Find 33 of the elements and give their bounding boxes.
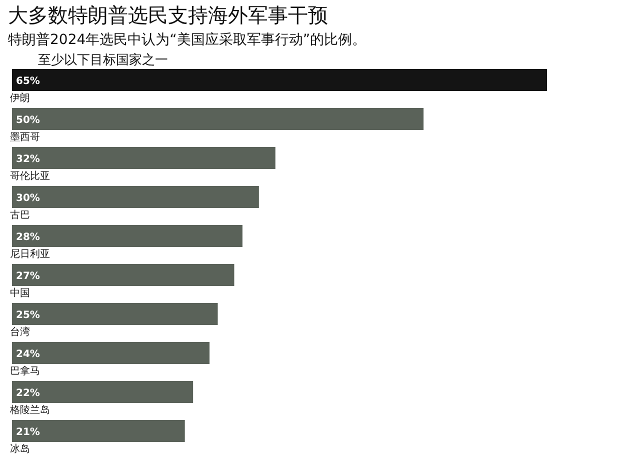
- data-label: 65%: [16, 76, 40, 87]
- bar: [12, 147, 276, 169]
- data-label: 28%: [16, 232, 40, 243]
- text: 至少以下目标国家之一: [38, 52, 168, 68]
- bar: [12, 342, 210, 364]
- bar: [12, 303, 218, 325]
- data-label: 32%: [16, 154, 40, 165]
- data-label: 25%: [16, 310, 40, 321]
- y-tick-label: 格陵兰岛: [9, 404, 50, 416]
- y-tick-label: 中国: [10, 287, 30, 299]
- data-label: 22%: [16, 388, 40, 399]
- chart-subtitle: 特朗普2024年选民中认为“美国应采取军事行动”的比例。: [8, 31, 366, 48]
- y-tick-label: 古巴: [10, 209, 30, 221]
- y-tick-label: 哥伦比亚: [10, 170, 50, 182]
- bar: [12, 69, 547, 91]
- y-tick-label: 巴拿马: [10, 365, 40, 377]
- bar: [12, 225, 242, 247]
- data-label: 21%: [16, 427, 40, 438]
- bar: [12, 381, 194, 403]
- data-label: 50%: [16, 115, 40, 126]
- y-tick-label: 台湾: [10, 326, 30, 338]
- chart-title: 大多数特朗普选民支持海外军事干预: [8, 3, 328, 27]
- bar: [12, 186, 259, 208]
- y-tick-label: 尼日利亚: [10, 248, 50, 260]
- y-tick-label: 伊朗: [10, 92, 30, 104]
- y-tick-label: 冰岛: [10, 443, 30, 455]
- data-label: 30%: [16, 193, 40, 204]
- bar: [12, 108, 424, 130]
- bar: [12, 420, 185, 442]
- bar: [12, 264, 234, 286]
- data-label: 24%: [16, 349, 40, 360]
- y-tick-label: 墨西哥: [10, 132, 40, 143]
- data-label: 27%: [16, 271, 40, 282]
